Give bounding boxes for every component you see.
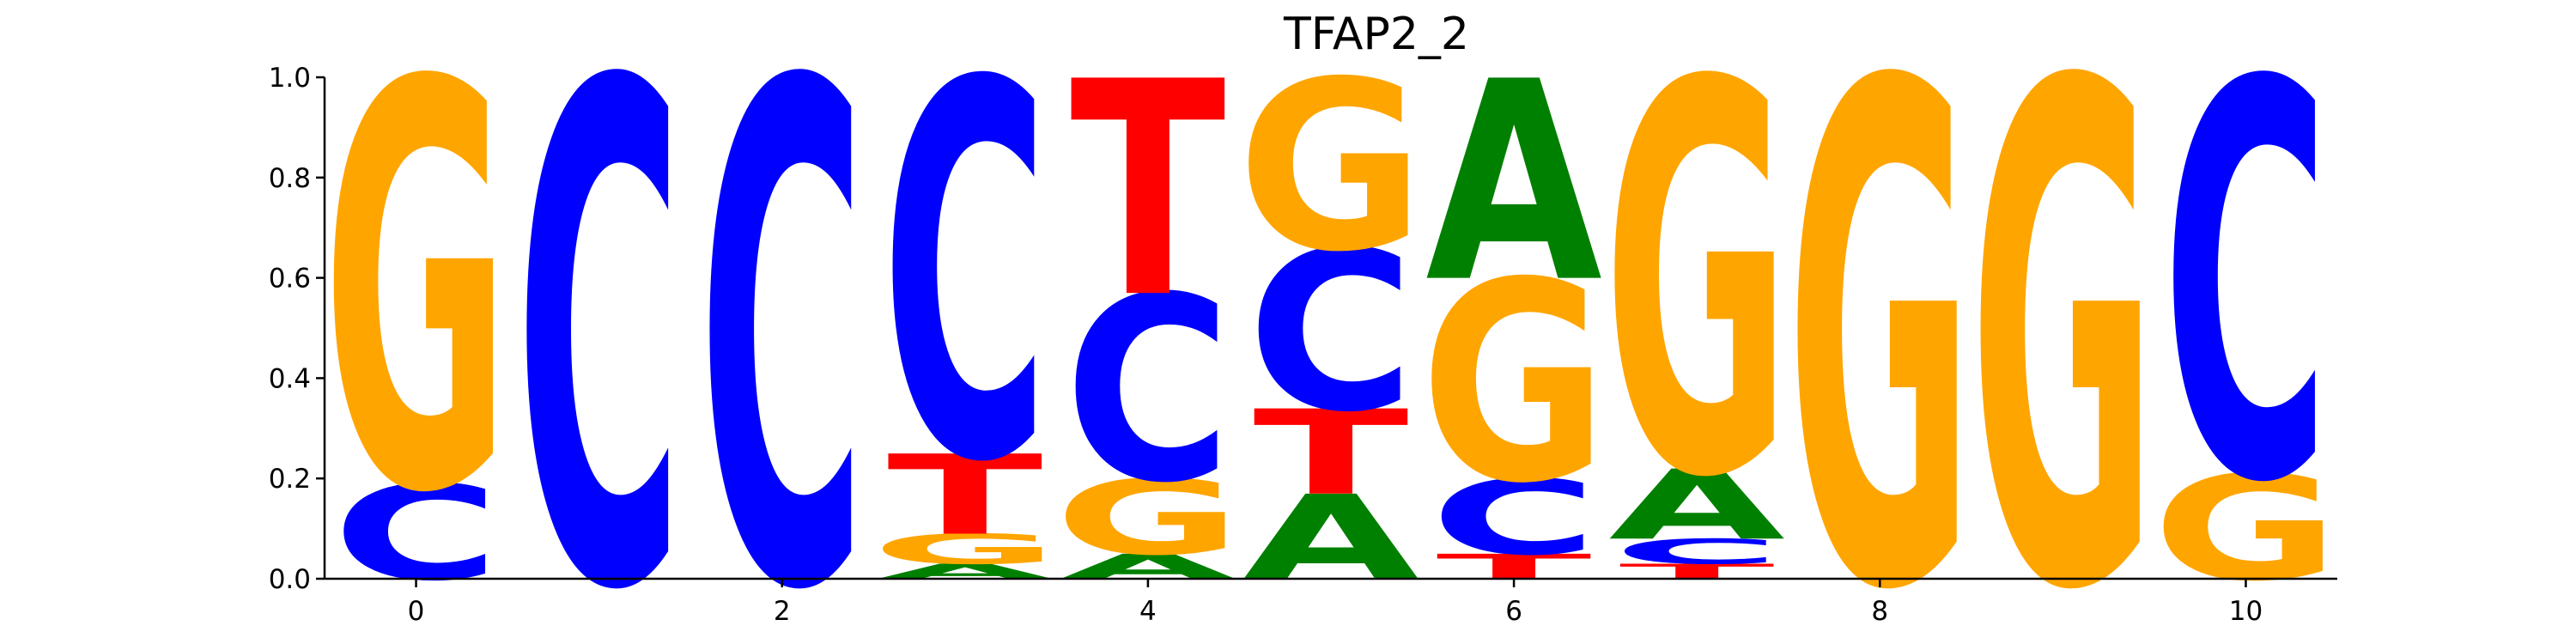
y-tick-label: 0.4 <box>269 363 311 394</box>
logo-letter-g-pos-4: G <box>1054 459 1242 579</box>
y-tick-label: 0.6 <box>269 264 311 295</box>
x-tick-label: 2 <box>774 596 791 627</box>
y-tick-label: 0.0 <box>269 564 311 595</box>
logo-letter-t-pos-5: T <box>1253 385 1408 521</box>
x-tick-label: 4 <box>1139 596 1157 627</box>
x-tick-label: 0 <box>408 596 425 627</box>
logo-letter-t-pos-3: T <box>887 432 1042 560</box>
logo-letter-g-pos-6: G <box>1420 224 1607 544</box>
logo-letter-c-pos-4: C <box>1064 244 1231 539</box>
logo-letter-a-pos-6: A <box>1425 24 1604 343</box>
y-tick-label: 0.2 <box>269 464 311 495</box>
logo-letter-c-pos-1: C <box>515 0 683 644</box>
y-tick-label: 0.8 <box>269 163 311 194</box>
logo-letter-g-pos-0: G <box>323 0 510 615</box>
logo-letter-a-pos-5: A <box>1242 471 1419 607</box>
x-tick-label: 8 <box>1871 596 1888 627</box>
tick-layer: 0.0 0.2 0.4 0.6 0.8 1.0 0 2 4 6 8 10 <box>269 63 2263 627</box>
logo-letter-c-pos-10: C <box>2162 0 2330 602</box>
logo-letter-c-pos-6: C <box>1431 459 1598 579</box>
y-tick-label: 1.0 <box>269 63 311 94</box>
logo-letter-g-pos-5: G <box>1237 32 1425 304</box>
x-tick-label: 10 <box>2229 596 2263 627</box>
logo-letter-c-pos-5: C <box>1248 204 1415 460</box>
x-tick-label: 6 <box>1505 596 1522 627</box>
logo-letter-g-pos-9: G <box>1969 0 2156 644</box>
axis-layer <box>323 77 2337 580</box>
logo-letter-t-pos-4: T <box>1070 20 1227 363</box>
logo-letter-g-pos-8: G <box>1786 0 1973 644</box>
logo-letter-c-pos-7: C <box>1613 532 1781 572</box>
logo-letter-a-pos-7: A <box>1608 450 1785 562</box>
logo-letter-c-pos-2: C <box>698 0 866 644</box>
logo-letter-c-pos-3: C <box>881 0 1048 575</box>
chart-title: TFAP2_2 <box>1283 9 1469 60</box>
logo-letter-g-pos-3: G <box>872 526 1059 574</box>
logo-letter-g-pos-7: G <box>1603 0 1790 596</box>
